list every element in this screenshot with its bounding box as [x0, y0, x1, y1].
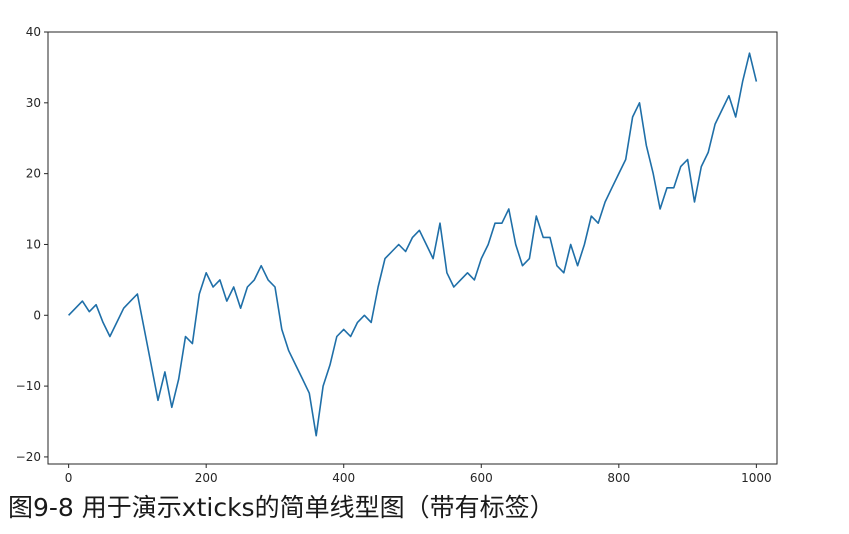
- x-tick-label: 0: [65, 471, 73, 485]
- y-tick-label: 0: [33, 308, 41, 322]
- x-tick-label: 800: [607, 471, 630, 485]
- y-axis: −20 −10 0 10 20 30 40: [16, 25, 48, 464]
- x-tick-label: 400: [332, 471, 355, 485]
- y-tick-label: 30: [26, 96, 41, 110]
- line-chart: −20 −10 0 10 20 30 40 0 200 400 600 800 1000: [0, 0, 849, 490]
- figure-caption: 图9-8 用于演示xticks的简单线型图（带有标签）: [8, 493, 555, 522]
- plot-area: [68, 52, 758, 437]
- axes-frame: [47, 31, 778, 465]
- chart-background: [0, 0, 849, 490]
- x-tick-label: 1000: [741, 471, 772, 485]
- y-tick-label: 10: [26, 237, 41, 251]
- y-tick-label: 20: [26, 167, 41, 181]
- series-line-0: [68, 52, 758, 437]
- y-tick-label: −10: [16, 379, 41, 393]
- x-tick-label: 200: [195, 471, 218, 485]
- y-tick-label: −20: [16, 450, 41, 464]
- y-tick-label: 40: [26, 25, 41, 39]
- x-tick-label: 600: [470, 471, 493, 485]
- x-axis: 0 200 400 600 800 1000: [65, 464, 772, 485]
